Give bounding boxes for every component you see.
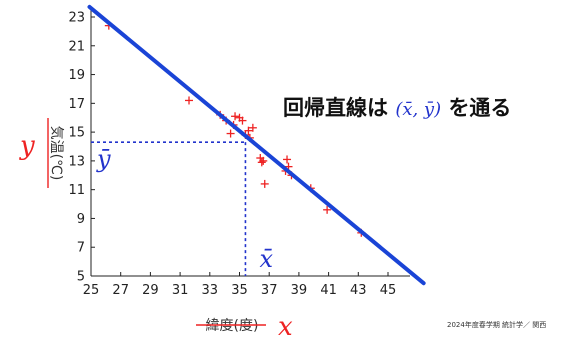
headline-text: 回帰直線は (283, 96, 388, 120)
axis-labels: ȳ x̄ y 気温(℃) 緯度(度) x (19, 118, 293, 339)
x-tick-label: 39 (291, 283, 308, 298)
data-point (260, 179, 269, 188)
data-point (283, 155, 292, 164)
data-point (323, 205, 332, 214)
x-tick-label: 29 (142, 283, 159, 298)
headline-mean-point: (x̄, ȳ) (395, 99, 442, 120)
x-tick-label: 35 (231, 283, 248, 298)
mean-guides (91, 141, 247, 276)
regression-line-group (87, 4, 426, 286)
x-tick-label: 37 (261, 283, 278, 298)
data-point (257, 158, 266, 167)
footer-course-label: 2024年度春学期 統計学／ 関西 (447, 321, 547, 329)
regression-line (87, 4, 426, 286)
headline: 回帰直線は (x̄, ȳ) を通る (283, 92, 511, 122)
y-tick-label: 19 (68, 68, 85, 83)
y-tick-label: 21 (68, 39, 85, 54)
x-tick-label: 45 (380, 283, 397, 298)
y-tick-label: 23 (68, 11, 85, 26)
y-tick-label: 17 (68, 97, 85, 112)
y-axis-label: 気温(℃) (48, 126, 64, 181)
y-tick-label: 9 (77, 212, 85, 227)
data-point (238, 116, 247, 125)
x-axis-symbol: x (278, 312, 293, 339)
mean-y-label: ȳ (96, 145, 111, 173)
x-tick-label: 33 (202, 283, 219, 298)
x-axis-label: 緯度(度) (206, 318, 259, 334)
y-tick-label: 15 (68, 126, 85, 141)
x-tick-label: 25 (83, 283, 100, 298)
data-point (231, 112, 240, 121)
y-tick-label: 11 (68, 183, 85, 198)
mean-x-label: x̄ (259, 245, 273, 273)
y-tick-label: 13 (68, 154, 85, 169)
x-tick-label: 31 (172, 283, 189, 298)
x-tick-label: 41 (320, 283, 337, 298)
data-point (185, 96, 194, 105)
data-point (244, 126, 253, 135)
y-axis-symbol: y (19, 131, 35, 161)
x-tick-label: 43 (350, 283, 367, 298)
data-point (259, 156, 268, 165)
headline-suffix: を通る (448, 96, 512, 120)
y-tick-label: 7 (77, 241, 85, 256)
y-tick-label: 5 (77, 270, 85, 285)
data-point (226, 129, 235, 138)
x-tick-label: 27 (112, 283, 129, 298)
data-point (248, 123, 257, 132)
axes: 5 7 9 11 13 15 17 19 21 23 25 27 29 31 33 35 37 39 41 43 45 (68, 6, 410, 298)
